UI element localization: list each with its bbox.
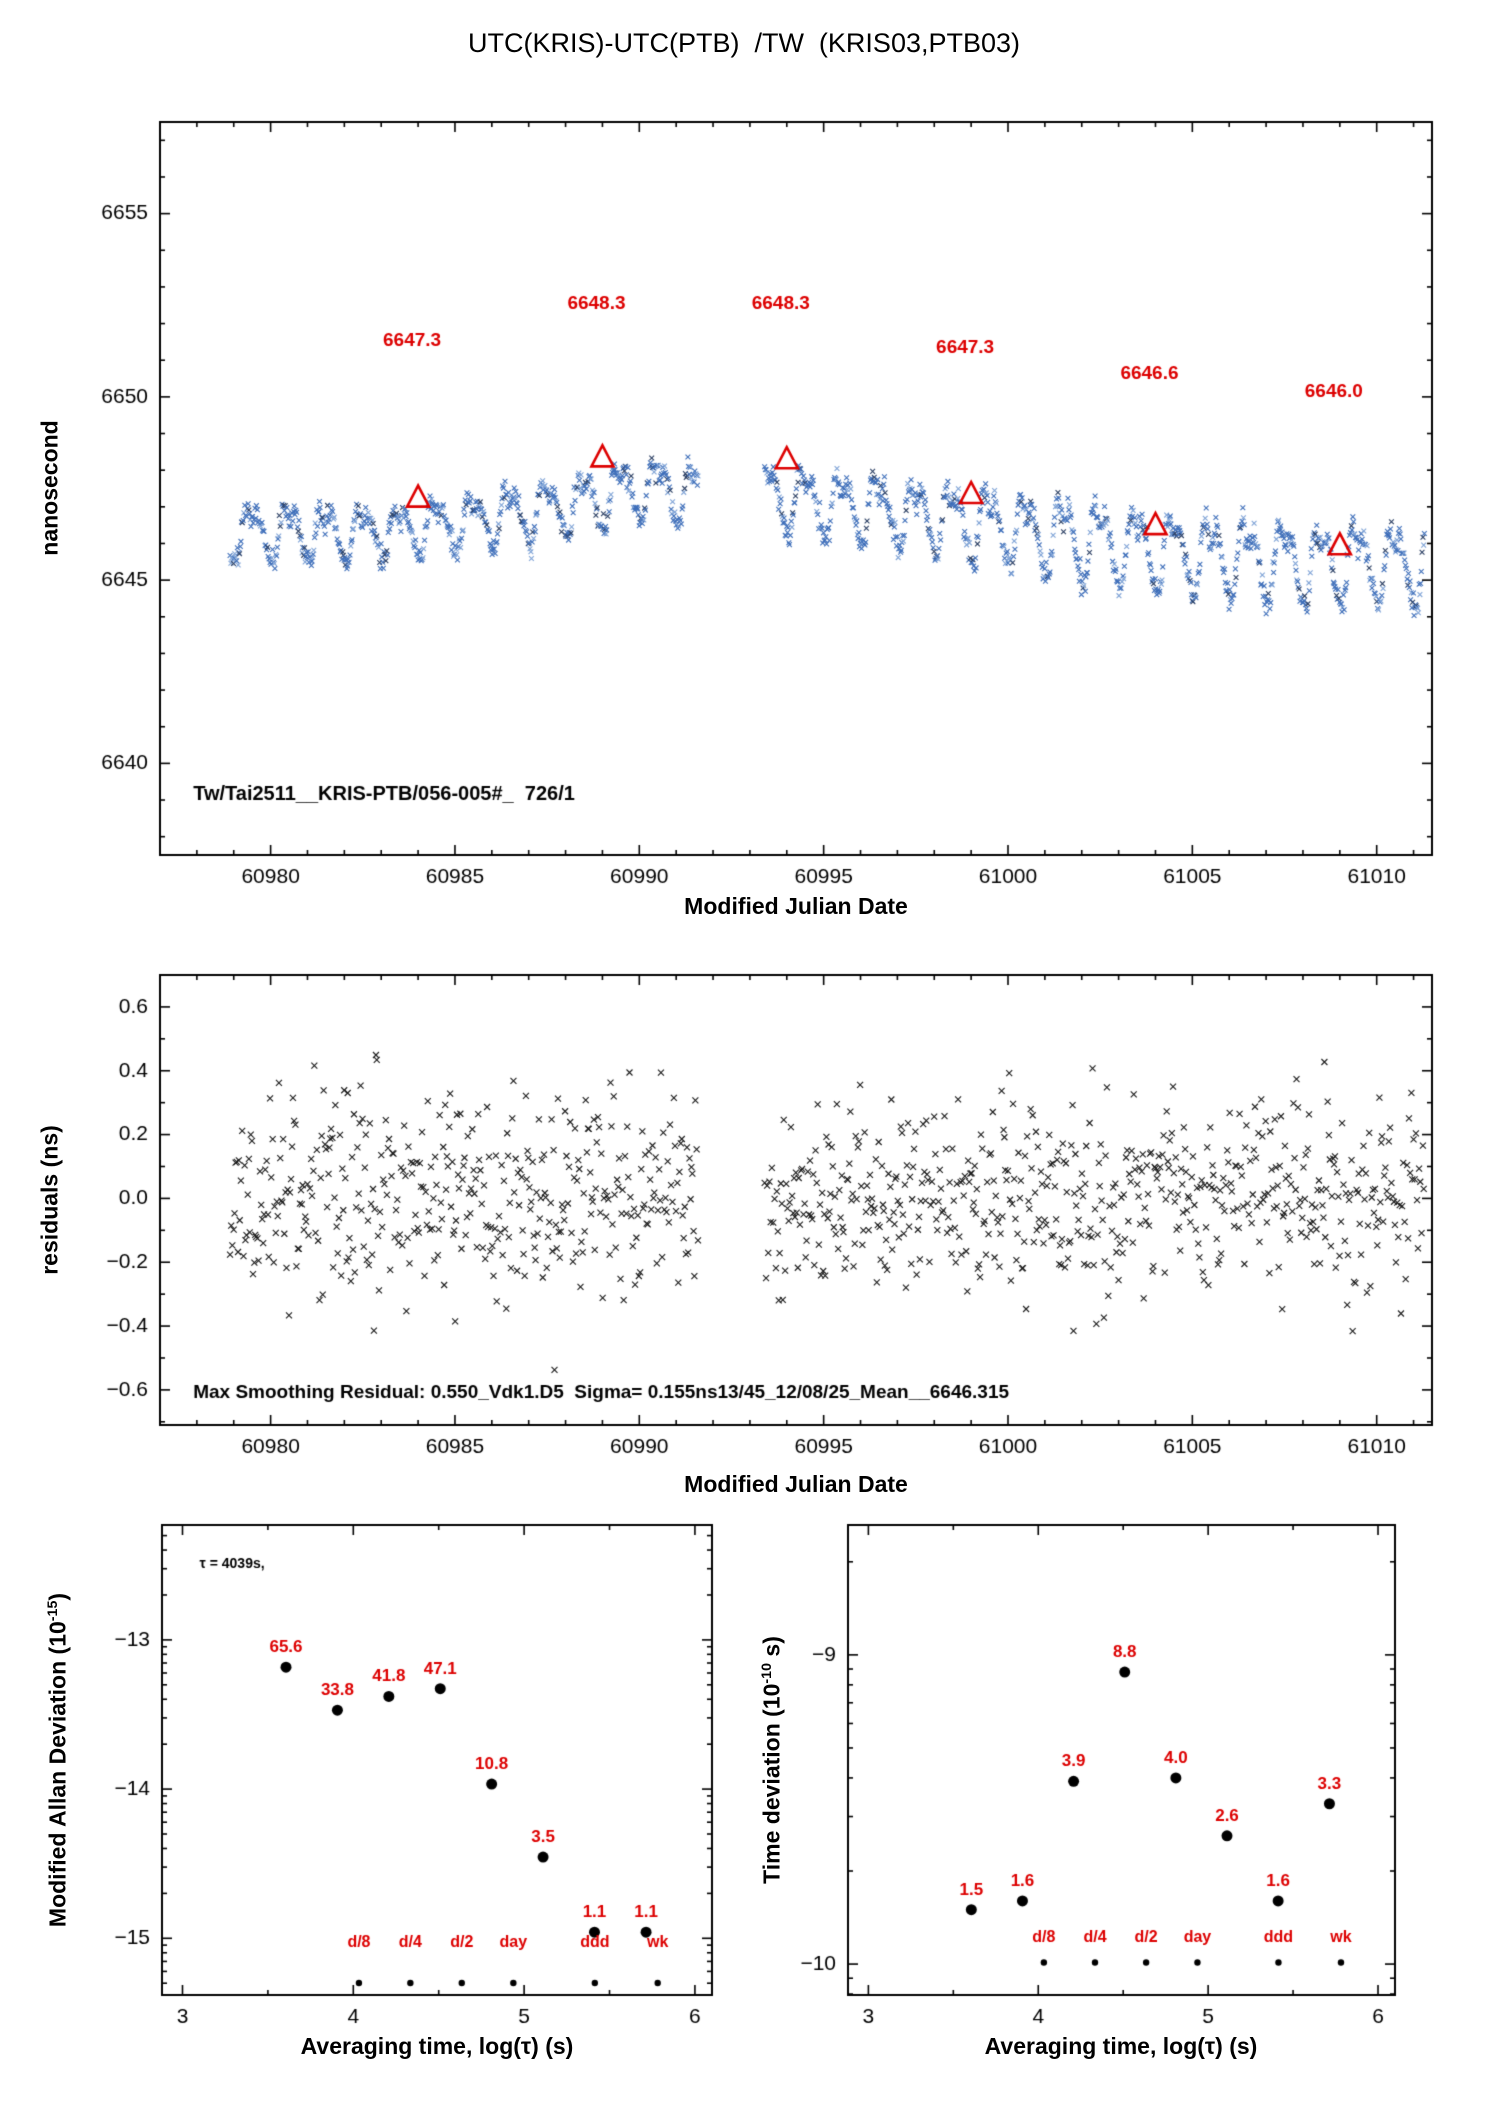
ylabel-residuals: residuals (ns) — [36, 1125, 63, 1275]
xlabel-residuals: Modified Julian Date — [684, 1471, 908, 1497]
ylabel-mdev-post: ) — [44, 1592, 71, 1601]
xlabel-mdev: Averaging time, log(τ) (s) — [300, 2033, 574, 2059]
ylabel-mdev-sup: -15 — [44, 1600, 61, 1622]
ylabel-main: nanosecond — [36, 420, 63, 556]
ylabel-tdev-sup: -10 — [758, 1662, 775, 1684]
ylabel-mdev: Modified Allan Deviation (10-15) — [45, 1593, 72, 1927]
ylabel-tdev-post: s) — [758, 1636, 785, 1663]
ylabel-tdev: Time deviation (10-10 s) — [759, 1636, 786, 1884]
xlabel-main: Modified Julian Date — [684, 893, 908, 919]
xlabel-tdev: Averaging time, log(τ) (s) — [984, 2033, 1258, 2059]
ylabel-tdev-pre: Time deviation (10 — [758, 1683, 785, 1884]
ylabel-mdev-pre: Modified Allan Deviation (10 — [44, 1621, 71, 1928]
